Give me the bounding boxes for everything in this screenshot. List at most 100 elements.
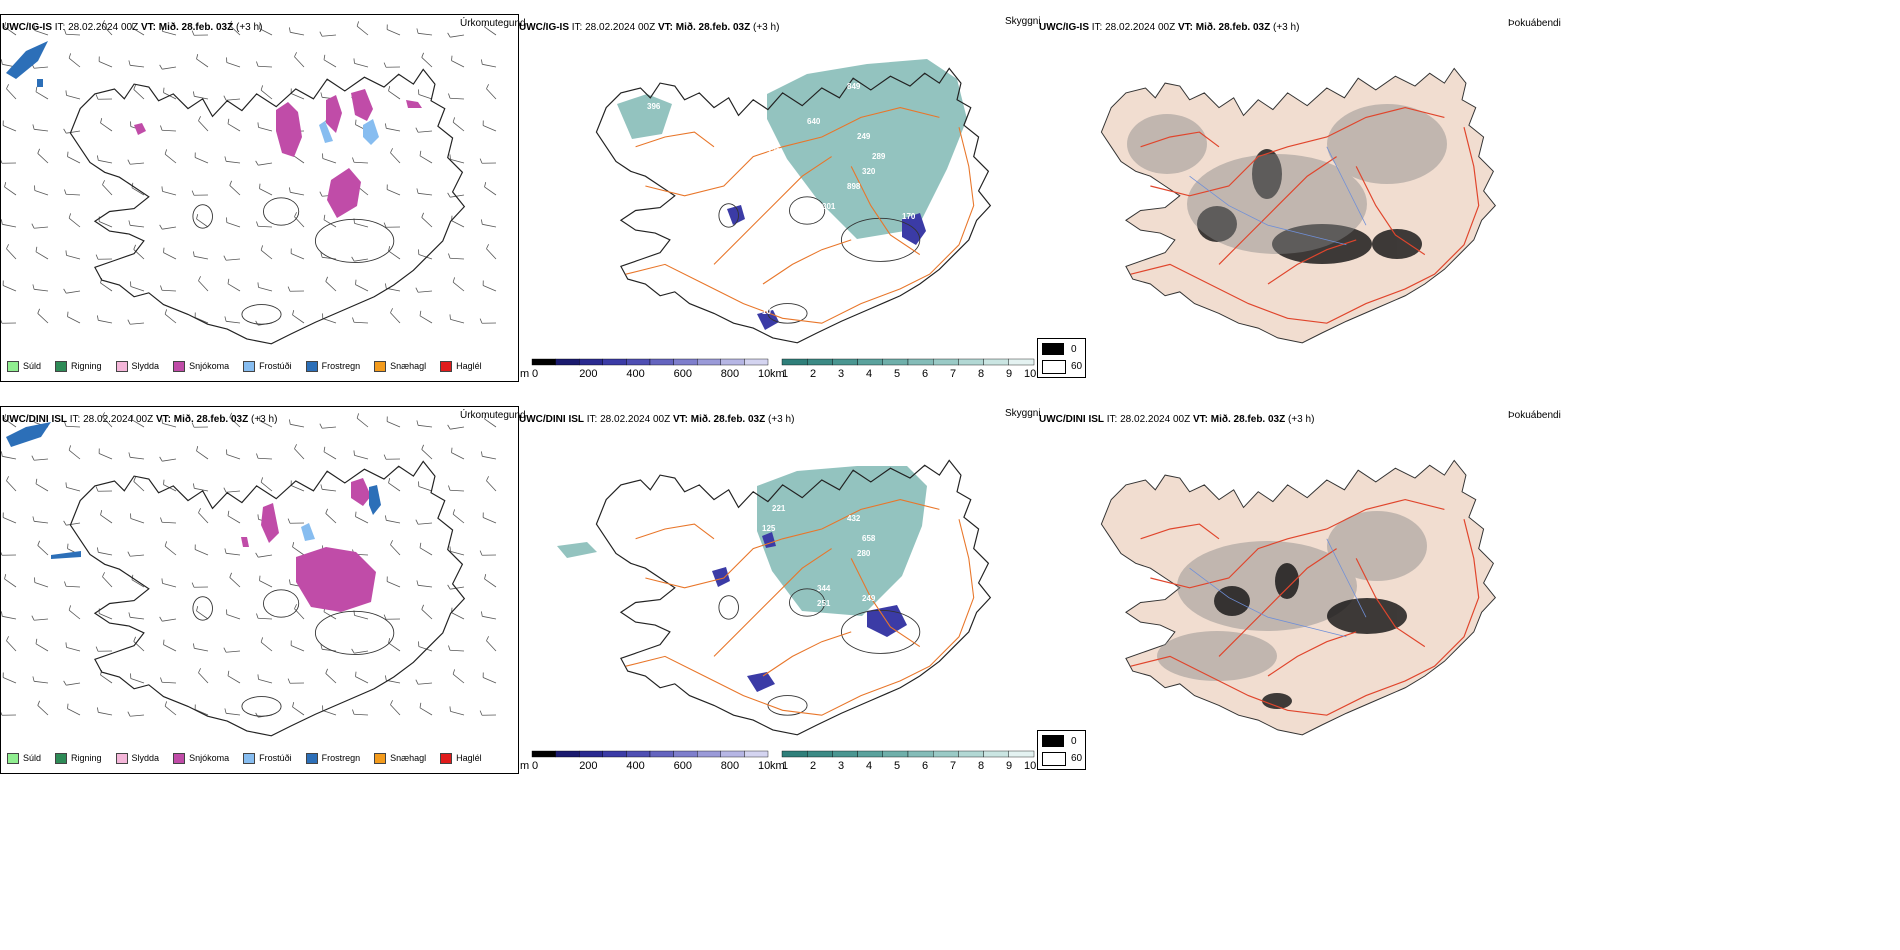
colorbar-cell <box>983 358 1010 366</box>
legend-swatch <box>7 753 19 765</box>
colorbar-cell <box>673 750 698 758</box>
iceland-fill <box>1100 67 1497 344</box>
precip-patches <box>134 89 422 218</box>
legend-item: Snjókoma <box>173 753 229 765</box>
colorbar-tick: 4 <box>866 368 872 380</box>
ceiling-value-label: 289 <box>872 152 886 161</box>
freezing-drizzle-patches <box>319 119 379 145</box>
colorbar-tick: 6 <box>922 368 928 380</box>
colorbar-tick: 800 <box>721 760 739 772</box>
colorbar-tick: 2 <box>810 368 816 380</box>
legend-item: Frostregn <box>305 361 360 373</box>
legend-item: Haglél <box>440 361 482 373</box>
precip-header-bottom: UWC/DINI ISL IT: 28.02.2024 00Z VT: Mið.… <box>2 414 278 425</box>
colorbar-cell <box>555 750 580 758</box>
fog-header-bottom: UWC/DINI ISL IT: 28.02.2024 00Z VT: Mið.… <box>1039 414 1315 425</box>
colorbar-tick: 400 <box>626 368 644 380</box>
fog-panel-bottom <box>1037 406 1557 746</box>
visibility-colorbar-bottom: km1 2 3 4 5 6 7 8 9 10 <box>770 750 1036 772</box>
fog-swatch-low <box>1042 343 1064 355</box>
colorbar-tick: 2 <box>810 760 816 772</box>
ceiling-value-label: 251 <box>817 599 831 608</box>
ceiling-value-label: 344 <box>817 584 831 593</box>
visibility-map-bottom: 221 125 432 658 280 344 251 249 224 121 <box>557 459 992 736</box>
colorbar-tick: 6 <box>922 760 928 772</box>
visibility-title-top: Skyggni <box>1005 16 1041 27</box>
colorbar-cell <box>832 750 858 758</box>
colorbar-tick: 200 <box>579 760 597 772</box>
legend-item: Haglél <box>440 753 482 765</box>
colorbar-cell <box>857 750 883 758</box>
fog-swatch-low <box>1042 735 1064 747</box>
colorbar-tick: 5 <box>894 368 900 380</box>
ceiling-value-label: 10 <box>762 307 771 316</box>
precip-panel-top: Súld Rigning Slydda Snjókoma Frostúði Fr… <box>0 14 519 382</box>
precip-patches <box>241 478 376 612</box>
colorbar-cell <box>932 358 959 366</box>
legend-item: Slydda <box>115 361 159 373</box>
fog-header-top: UWC/IG-IS IT: 28.02.2024 00Z VT: Mið. 28… <box>1039 22 1300 33</box>
colorbar-cell <box>602 750 627 758</box>
road-network <box>625 107 975 324</box>
fog-map-bottom <box>1100 459 1497 736</box>
ceiling-value-label: 432 <box>847 514 861 523</box>
fog-low-label: 0 <box>1071 736 1077 747</box>
wind-barbs <box>1 20 497 326</box>
ceiling-value-label: 640 <box>807 117 821 126</box>
iceland-outline <box>69 460 466 737</box>
colorbar-tick: 200 <box>579 368 597 380</box>
colorbar-cell <box>602 358 627 366</box>
colorbar-cell <box>907 358 934 366</box>
colorbar-cell <box>807 750 833 758</box>
iceland-fill <box>1100 459 1497 736</box>
colorbar-cell <box>1008 750 1035 758</box>
colorbar-tick: 7 <box>950 368 956 380</box>
visibility-header-top: UWC/IG-IS IT: 28.02.2024 00Z VT: Mið. 28… <box>519 22 780 33</box>
colorbar-tick: 0 <box>532 368 538 380</box>
colorbar-tick: 0 <box>532 760 538 772</box>
colorbar-cell <box>673 358 698 366</box>
fog-swatch-high <box>1042 360 1066 374</box>
legend-swatch <box>173 361 186 373</box>
colorbar-cell <box>720 750 745 758</box>
legend-swatch <box>305 753 318 765</box>
road-network <box>625 499 975 716</box>
fog-gray-areas <box>1127 104 1447 254</box>
colorbar-tick: 600 <box>674 760 692 772</box>
colorbar-tick: 4 <box>866 760 872 772</box>
precip-title-top: Úrkomutegund <box>460 18 526 29</box>
visibility-colorbar-top: km1 2 3 4 5 6 7 8 9 10 <box>770 358 1036 380</box>
ceiling-value-label: 849 <box>847 82 861 91</box>
fog-roads <box>1130 106 1480 324</box>
legend-swatch <box>173 753 186 765</box>
legend-item: Frostúði <box>243 753 292 765</box>
legend-item: Súld <box>7 361 41 373</box>
ceiling-value-label: 249 <box>857 132 871 141</box>
colorbar-tick: 8 <box>978 368 984 380</box>
legend-item: Súld <box>7 753 41 765</box>
colorbar-cell <box>744 358 769 366</box>
ceiling-value-label: 121 <box>762 689 776 698</box>
precip-map-bottom <box>1 412 497 737</box>
legend-swatch <box>440 361 453 373</box>
colorbar-cell <box>857 358 883 366</box>
fog-map-top <box>1100 67 1497 344</box>
precip-panel-bottom: Súld Rigning Slydda Snjókoma Frostúði Fr… <box>0 406 519 774</box>
legend-swatch <box>55 361 68 373</box>
legend-swatch <box>305 361 318 373</box>
model-name: UWC/IG-IS <box>2 22 52 33</box>
colorbar-cell <box>1008 358 1035 366</box>
colorbar-unit: km <box>770 760 785 772</box>
colorbar-cell <box>807 358 833 366</box>
ceiling-value-label: 301 <box>822 202 836 211</box>
colorbar-unit: km <box>770 368 785 380</box>
legend-item: Frostúði <box>243 361 292 373</box>
legend-item: Snæhagl <box>374 753 426 765</box>
visibility-title-bottom: Skyggni <box>1005 408 1041 419</box>
fog-title-bottom: Þokuábendi <box>1508 410 1561 421</box>
colorbar-tick: 1 <box>782 368 788 380</box>
ceiling-colorbar-bottom: m0 200 400 600 800 1000 <box>520 750 770 772</box>
iceland-outline <box>595 459 992 736</box>
visibility-header-bottom: UWC/DINI ISL IT: 28.02.2024 00Z VT: Mið.… <box>519 414 795 425</box>
